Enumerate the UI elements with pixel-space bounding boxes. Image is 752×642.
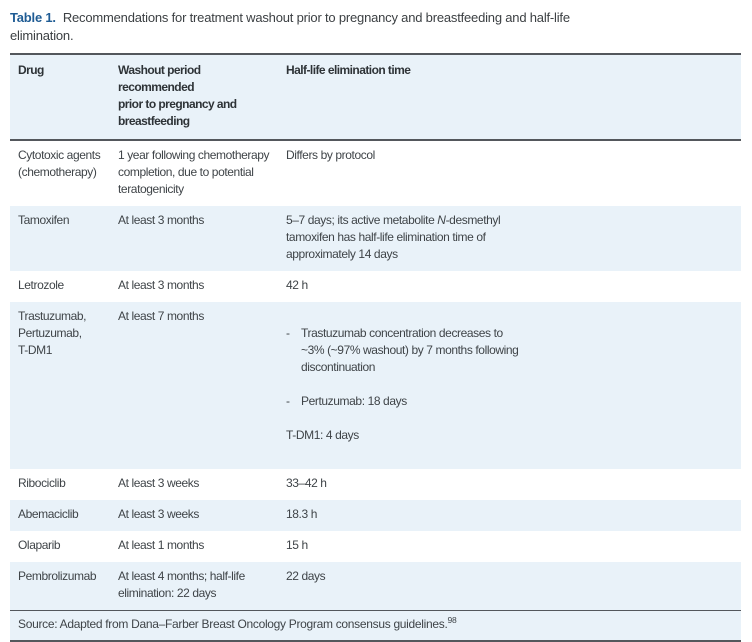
half-life-cell: 18.3 h bbox=[278, 500, 741, 531]
half-life-text: 5–7 days; its active metabolite bbox=[286, 213, 438, 227]
table-caption-text: Recommendations for treatment washout pr… bbox=[10, 10, 570, 43]
source-cell: Source: Adapted from Dana–Farber Breast … bbox=[10, 610, 741, 642]
table-row-cytotoxic: Cytotoxic agents (chemotherapy) 1 year f… bbox=[10, 140, 741, 206]
list-item-text: Trastuzumab concentration decreases to ~… bbox=[301, 326, 519, 374]
washout-cell: 1 year following chemotherapy completion… bbox=[110, 140, 278, 206]
half-life-cell: 22 days bbox=[278, 562, 741, 611]
drug-cell: Abemaciclib bbox=[10, 500, 110, 531]
drug-cell: Olaparib bbox=[10, 531, 110, 562]
column-header-washout: Washout period recommended prior to preg… bbox=[110, 53, 278, 141]
treatment-washout-table: Drug Washout period recommended prior to… bbox=[10, 53, 741, 642]
table-caption: Table 1. Recommendations for treatment wa… bbox=[10, 9, 741, 45]
table-row-olaparib: Olaparib At least 1 months 15 h bbox=[10, 531, 741, 562]
half-life-cell: - Trastuzumab concentration decreases to… bbox=[278, 302, 741, 469]
drug-cell: Trastuzumab, Pertuzumab, T-DM1 bbox=[10, 302, 110, 469]
table-row-trastuzumab: Trastuzumab, Pertuzumab, T-DM1 At least … bbox=[10, 302, 741, 469]
washout-cell: At least 3 months bbox=[110, 206, 278, 271]
list-tail-text: T-DM1: 4 days bbox=[286, 428, 359, 442]
washout-cell: At least 3 weeks bbox=[110, 469, 278, 500]
drug-cell: Cytotoxic agents (chemotherapy) bbox=[10, 140, 110, 206]
washout-cell: At least 3 weeks bbox=[110, 500, 278, 531]
washout-cell: At least 3 months bbox=[110, 271, 278, 302]
table-row-tamoxifen: Tamoxifen At least 3 months 5–7 days; it… bbox=[10, 206, 741, 271]
half-life-cell: 15 h bbox=[278, 531, 741, 562]
table-row-letrozole: Letrozole At least 3 months 42 h bbox=[10, 271, 741, 302]
table-body: Cytotoxic agents (chemotherapy) 1 year f… bbox=[10, 140, 741, 642]
source-text: Source: Adapted from Dana–Farber Breast … bbox=[18, 617, 448, 631]
dash-bullet: - bbox=[286, 394, 290, 408]
drug-cell: Pembrolizumab bbox=[10, 562, 110, 611]
list-item: - Trastuzumab concentration decreases to… bbox=[286, 325, 733, 376]
table-row-pembrolizumab: Pembrolizumab At least 4 months; half-li… bbox=[10, 562, 741, 611]
table-row-ribociclib: Ribociclib At least 3 weeks 33–42 h bbox=[10, 469, 741, 500]
reference-superscript: 98 bbox=[447, 615, 457, 625]
table-source-row: Source: Adapted from Dana–Farber Breast … bbox=[10, 610, 741, 642]
dash-bullet: - bbox=[286, 326, 290, 340]
column-header-half-life: Half-life elimination time bbox=[278, 53, 741, 141]
half-life-cell: 5–7 days; its active metabolite N-desmet… bbox=[278, 206, 741, 271]
list-item-text: Pertuzumab: 18 days bbox=[301, 394, 407, 408]
column-header-drug: Drug bbox=[10, 53, 110, 141]
table-header: Drug Washout period recommended prior to… bbox=[10, 53, 741, 141]
half-life-cell: 33–42 h bbox=[278, 469, 741, 500]
washout-cell: At least 7 months bbox=[110, 302, 278, 469]
list-item: - Pertuzumab: 18 days bbox=[286, 393, 733, 410]
italic-n: N bbox=[437, 213, 446, 227]
table-caption-label: Table 1. bbox=[10, 10, 56, 25]
washout-cell: At least 1 months bbox=[110, 531, 278, 562]
half-life-cell: 42 h bbox=[278, 271, 741, 302]
table-row-abemaciclib: Abemaciclib At least 3 weeks 18.3 h bbox=[10, 500, 741, 531]
drug-cell: Letrozole bbox=[10, 271, 110, 302]
half-life-text: -desmethyl tamoxifen has half-life elimi… bbox=[286, 213, 501, 261]
washout-cell: At least 4 months; half-life elimination… bbox=[110, 562, 278, 611]
header-row: Drug Washout period recommended prior to… bbox=[10, 53, 741, 141]
half-life-cell: Differs by protocol bbox=[278, 140, 741, 206]
drug-cell: Tamoxifen bbox=[10, 206, 110, 271]
drug-cell: Ribociclib bbox=[10, 469, 110, 500]
